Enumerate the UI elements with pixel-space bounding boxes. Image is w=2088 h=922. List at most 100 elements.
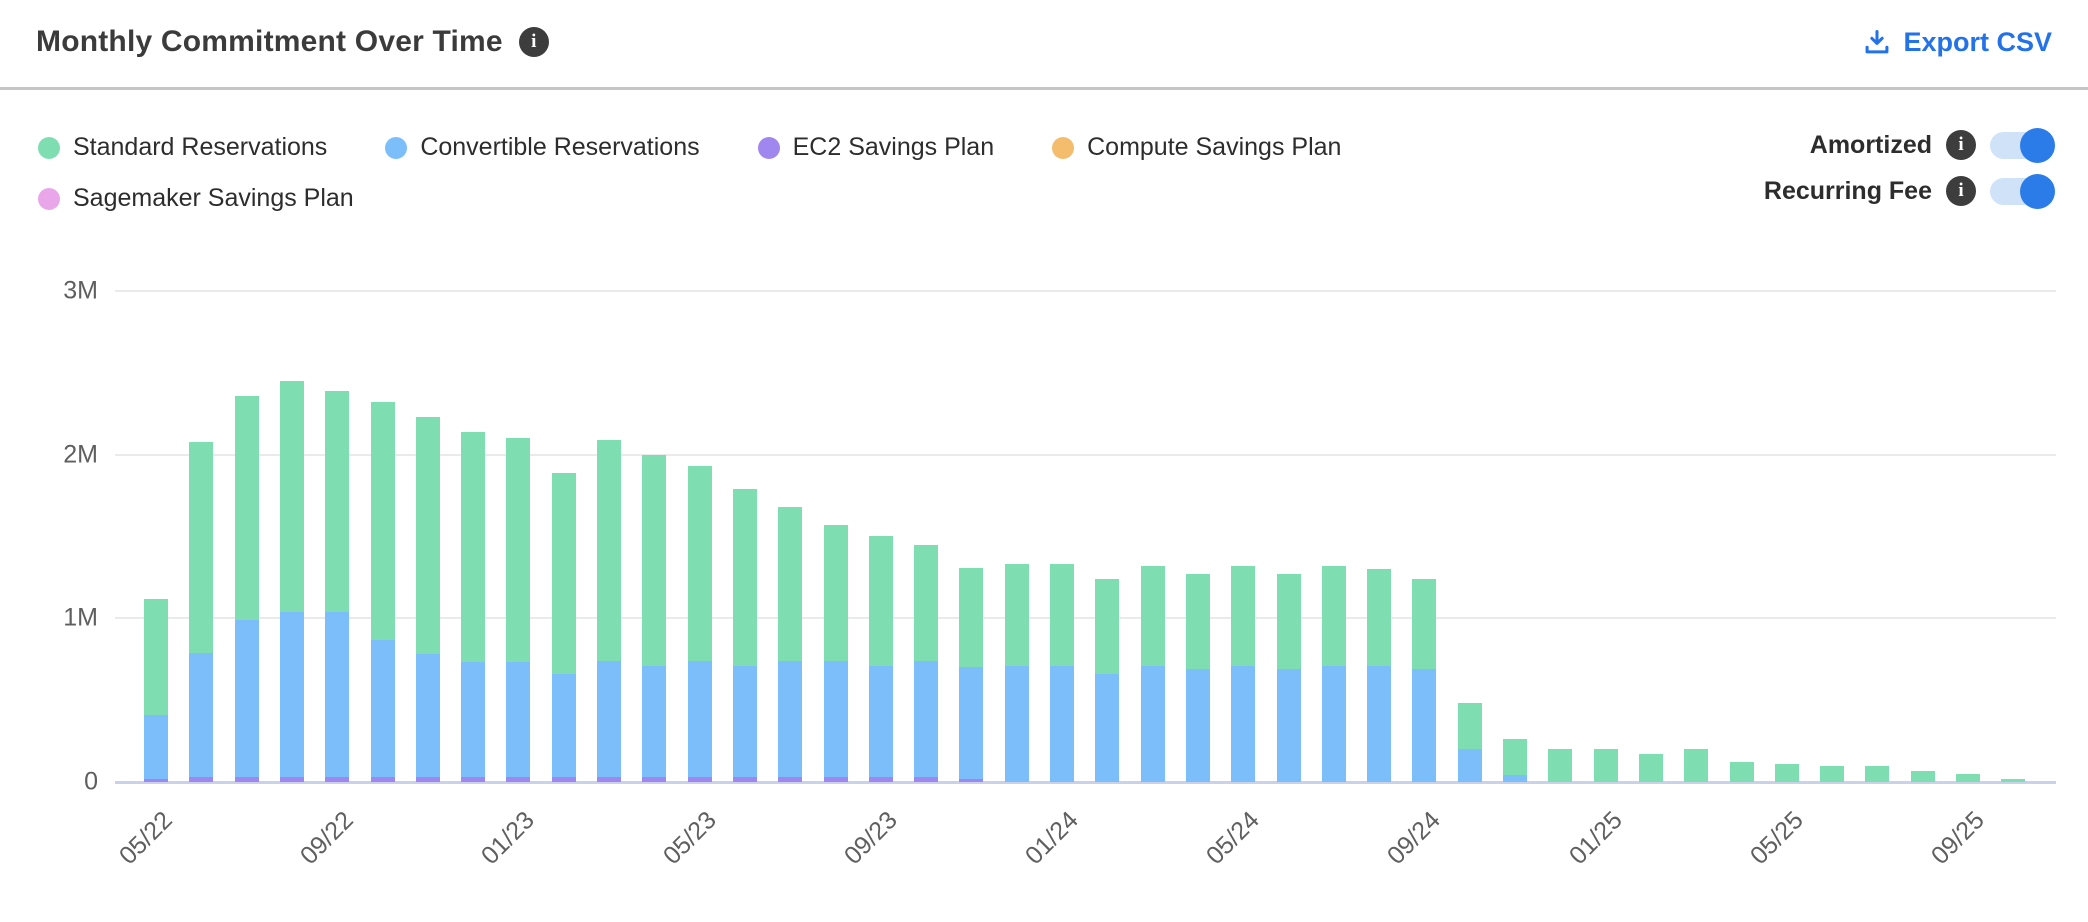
bar-segment-08/23-convertible-reservations[interactable]	[823, 660, 848, 778]
bar-segment-02/23-convertible-reservations[interactable]	[551, 673, 576, 778]
bar-segment-06/23-standard-reservations[interactable]	[732, 488, 757, 666]
bar-segment-02/23-ec2-savings-plan[interactable]	[551, 777, 576, 782]
bar-segment-04/24-convertible-reservations[interactable]	[1185, 669, 1210, 782]
bar-segment-11/24-standard-reservations[interactable]	[1503, 739, 1527, 776]
bar-segment-07/22-convertible-reservations[interactable]	[234, 619, 259, 778]
bar-segment-09/23-standard-reservations[interactable]	[868, 536, 893, 666]
bar-segment-08/22-ec2-savings-plan[interactable]	[279, 777, 304, 782]
bar-segment-06/23-convertible-reservations[interactable]	[732, 665, 757, 778]
legend-item-ec2-savings-plan[interactable]: EC2 Savings Plan	[757, 133, 994, 162]
bar-segment-06/22-convertible-reservations[interactable]	[189, 652, 214, 778]
bar-segment-12/24-standard-reservations[interactable]	[1548, 749, 1573, 782]
bar-segment-06/25-standard-reservations[interactable]	[1820, 765, 1845, 782]
bar-segment-08/23-standard-reservations[interactable]	[823, 524, 848, 661]
bar-segment-11/22-ec2-savings-plan[interactable]	[415, 777, 440, 782]
bar-segment-10/22-standard-reservations[interactable]	[370, 402, 395, 640]
bar-segment-08/22-standard-reservations[interactable]	[279, 380, 304, 612]
bar-segment-03/23-convertible-reservations[interactable]	[597, 660, 621, 778]
bar-segment-01/24-standard-reservations[interactable]	[1050, 564, 1074, 666]
bar-segment-01/25-standard-reservations[interactable]	[1593, 749, 1618, 782]
bar-segment-08/25-standard-reservations[interactable]	[1910, 770, 1935, 782]
bar-segment-05/23-standard-reservations[interactable]	[687, 466, 712, 661]
legend-item-compute-savings-plan[interactable]: Compute Savings Plan	[1052, 133, 1341, 162]
bar-segment-07/23-ec2-savings-plan[interactable]	[778, 777, 803, 782]
bar-segment-10/23-standard-reservations[interactable]	[914, 544, 939, 661]
bar-segment-09/23-ec2-savings-plan[interactable]	[868, 777, 893, 782]
bar-segment-01/23-standard-reservations[interactable]	[506, 438, 531, 663]
bar-segment-11/22-convertible-reservations[interactable]	[415, 654, 440, 778]
bar-segment-09/24-standard-reservations[interactable]	[1412, 579, 1437, 670]
bar-segment-10/24-standard-reservations[interactable]	[1457, 703, 1482, 750]
bar-segment-01/24-convertible-reservations[interactable]	[1050, 665, 1074, 782]
bar-segment-02/23-standard-reservations[interactable]	[551, 472, 576, 674]
bar-segment-03/23-ec2-savings-plan[interactable]	[597, 777, 621, 782]
bar-segment-12/23-convertible-reservations[interactable]	[1004, 665, 1029, 782]
bar-segment-07/25-standard-reservations[interactable]	[1865, 765, 1890, 782]
bar-segment-05/25-standard-reservations[interactable]	[1774, 763, 1799, 782]
bar-segment-10/24-convertible-reservations[interactable]	[1457, 749, 1482, 782]
bar-segment-10/22-convertible-reservations[interactable]	[370, 639, 395, 778]
info-icon[interactable]: i	[1946, 176, 1976, 206]
bar-segment-11/23-convertible-reservations[interactable]	[959, 667, 984, 779]
bar-segment-09/23-convertible-reservations[interactable]	[868, 665, 893, 778]
bar-segment-07/23-convertible-reservations[interactable]	[778, 660, 803, 778]
bar-segment-12/22-convertible-reservations[interactable]	[461, 662, 486, 778]
bar-segment-12/22-ec2-savings-plan[interactable]	[461, 777, 486, 782]
bar-segment-06/22-ec2-savings-plan[interactable]	[189, 777, 214, 782]
bar-segment-08/24-convertible-reservations[interactable]	[1367, 665, 1392, 782]
bar-segment-11/23-ec2-savings-plan[interactable]	[959, 778, 984, 782]
bar-segment-09/22-standard-reservations[interactable]	[325, 390, 350, 612]
bar-segment-09/22-convertible-reservations[interactable]	[325, 611, 350, 778]
bar-segment-09/22-ec2-savings-plan[interactable]	[325, 777, 350, 782]
bar-segment-12/22-standard-reservations[interactable]	[461, 431, 486, 663]
bar-segment-06/23-ec2-savings-plan[interactable]	[732, 777, 757, 782]
toggle-switch-recurring-fee[interactable]	[1990, 173, 2055, 209]
bar-segment-09/25-standard-reservations[interactable]	[1956, 773, 1980, 782]
toggle-switch-amortized[interactable]	[1990, 127, 2055, 163]
bar-segment-08/22-convertible-reservations[interactable]	[279, 611, 304, 778]
export-csv-button[interactable]: Export CSV	[1863, 27, 2052, 58]
bar-segment-09/24-convertible-reservations[interactable]	[1412, 669, 1437, 782]
bar-segment-07/22-ec2-savings-plan[interactable]	[234, 777, 259, 782]
bar-segment-05/22-ec2-savings-plan[interactable]	[144, 778, 168, 782]
bar-segment-08/23-ec2-savings-plan[interactable]	[823, 777, 848, 782]
bar-segment-03/24-convertible-reservations[interactable]	[1140, 665, 1165, 782]
bar-segment-05/22-standard-reservations[interactable]	[144, 598, 168, 715]
bar-segment-02/24-convertible-reservations[interactable]	[1095, 673, 1120, 782]
bar-segment-01/23-convertible-reservations[interactable]	[506, 662, 531, 778]
bar-segment-10/23-convertible-reservations[interactable]	[914, 660, 939, 778]
bar-segment-01/23-ec2-savings-plan[interactable]	[506, 777, 531, 782]
bar-segment-11/22-standard-reservations[interactable]	[415, 416, 440, 655]
bar-segment-05/22-convertible-reservations[interactable]	[144, 714, 168, 779]
bar-segment-04/24-standard-reservations[interactable]	[1185, 574, 1210, 670]
bar-segment-07/22-standard-reservations[interactable]	[234, 395, 259, 620]
bar-segment-04/23-standard-reservations[interactable]	[642, 454, 667, 666]
bar-segment-03/25-standard-reservations[interactable]	[1684, 749, 1709, 782]
bar-segment-06/24-standard-reservations[interactable]	[1276, 574, 1301, 670]
title-info-icon[interactable]: i	[518, 27, 549, 57]
bar-segment-02/24-standard-reservations[interactable]	[1095, 579, 1120, 674]
legend-item-convertible-reservations[interactable]: Convertible Reservations	[385, 133, 700, 162]
bar-segment-10/22-ec2-savings-plan[interactable]	[370, 777, 395, 782]
bar-segment-04/25-standard-reservations[interactable]	[1729, 762, 1754, 782]
bar-segment-07/23-standard-reservations[interactable]	[778, 506, 803, 661]
bar-segment-10/23-ec2-savings-plan[interactable]	[914, 777, 939, 782]
bar-segment-02/25-standard-reservations[interactable]	[1638, 754, 1663, 782]
bar-segment-03/23-standard-reservations[interactable]	[597, 439, 621, 661]
info-icon[interactable]: i	[1946, 130, 1976, 160]
legend-item-standard-reservations[interactable]: Standard Reservations	[38, 133, 327, 162]
bar-segment-07/24-standard-reservations[interactable]	[1321, 565, 1346, 666]
bar-segment-11/23-standard-reservations[interactable]	[959, 567, 984, 668]
bar-segment-11/24-convertible-reservations[interactable]	[1503, 775, 1527, 782]
legend-item-sagemaker-savings-plan[interactable]: Sagemaker Savings Plan	[38, 184, 354, 213]
bar-segment-08/24-standard-reservations[interactable]	[1367, 569, 1392, 666]
bar-segment-10/25-standard-reservations[interactable]	[2001, 778, 2026, 782]
bar-segment-05/24-convertible-reservations[interactable]	[1231, 665, 1256, 782]
bar-segment-05/23-convertible-reservations[interactable]	[687, 660, 712, 778]
bar-segment-06/22-standard-reservations[interactable]	[189, 441, 214, 653]
bar-segment-12/23-standard-reservations[interactable]	[1004, 564, 1029, 666]
bar-segment-05/23-ec2-savings-plan[interactable]	[687, 777, 712, 782]
bar-segment-07/24-convertible-reservations[interactable]	[1321, 665, 1346, 782]
bar-segment-03/24-standard-reservations[interactable]	[1140, 565, 1165, 666]
bar-segment-04/23-convertible-reservations[interactable]	[642, 665, 667, 778]
